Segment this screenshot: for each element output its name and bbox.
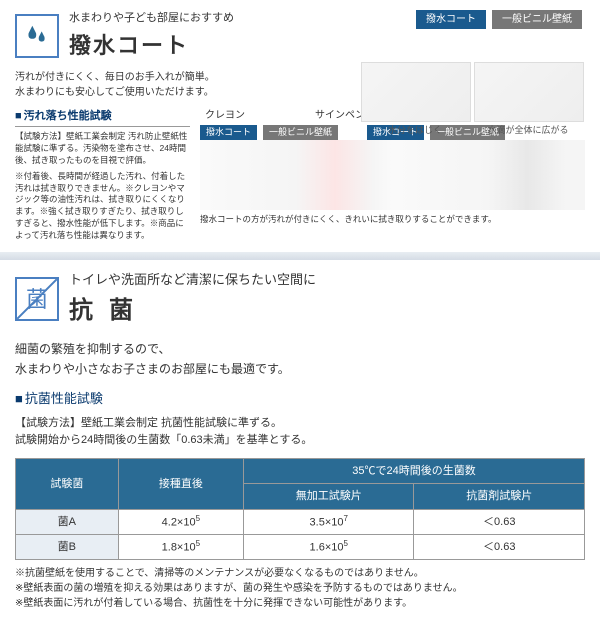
tag-coated-2: 撥水コート [200, 125, 257, 141]
test-image [200, 140, 585, 210]
cell-a-untreated: 3.5×107 [244, 509, 414, 534]
th-after24h: 35℃で24時間後の生菌数 [244, 458, 585, 484]
method-text: 【試験方法】壁紙工業会制定 抗菌性能試験に準ずる。 試験開始から24時間後の生菌… [15, 415, 585, 450]
left-column: 汚れ落ち性能試験 【試験方法】壁紙工業会制定 汚れ防止壁紙性能試験に準ずる。汚染… [15, 108, 190, 243]
th-bacteria: 試験菌 [16, 458, 119, 509]
sample-img-coated [361, 62, 471, 122]
sample-images: 水分をはじく 水滴が全体に広がる [360, 60, 590, 138]
method-line1: 【試験方法】壁紙工業会制定 抗菌性能試験に準ずる。 [15, 415, 585, 433]
cell-bacteria-b: 菌B [16, 535, 119, 560]
footnote: ※抗菌壁紙を使用することで、清掃等のメンテナンスが必要なくなるものではありません… [15, 566, 585, 611]
label-crayon: クレヨン [205, 108, 245, 123]
label-pen: サインペン [315, 108, 365, 123]
body-line1: 細菌の繁殖を抑制するので、 [15, 339, 585, 359]
caption-coated: 水分をはじく [360, 124, 470, 138]
results-table: 試験菌 接種直後 35℃で24時間後の生菌数 無加工試験片 抗菌剤試験片 菌A … [15, 458, 585, 560]
th-untreated: 無加工試験片 [244, 484, 414, 510]
header-title-2: 抗菌 [69, 293, 585, 329]
cell-b-untreated: 1.6×105 [244, 535, 414, 560]
test-heading-2: 抗菌性能試験 [15, 389, 585, 409]
divider [0, 252, 600, 260]
th-treated: 抗菌剤試験片 [414, 484, 585, 510]
header-row-2: 菌 トイレや洗面所など清潔に保ちたい空間に 抗菌 [15, 270, 585, 329]
test-method: 【試験方法】壁紙工業会制定 汚れ防止壁紙性能試験に準ずる。汚染物を塗布させ、24… [15, 131, 190, 167]
th-initial: 接種直後 [118, 458, 243, 509]
table-row: 菌B 1.8×105 1.6×105 ＜0.63 [16, 535, 585, 560]
caption-standard: 水滴が全体に広がる [473, 124, 583, 138]
cell-a-initial: 4.2×105 [118, 509, 243, 534]
top-tags: 撥水コート 一般ビニル壁紙 [416, 10, 585, 29]
tag-standard-2: 一般ビニル壁紙 [263, 125, 338, 141]
section-water-repellent: 撥水コート 一般ビニル壁紙 水まわりや子ども部屋におすすめ 撥水コート 水分をは… [0, 0, 600, 252]
cell-bacteria-a: 菌A [16, 509, 119, 534]
test-note: ※付着後、長時間が経過した汚れ、付着した汚れは拭き取りできません。※クレヨンやマ… [15, 171, 190, 242]
header-text-2: トイレや洗面所など清潔に保ちたい空間に 抗菌 [69, 270, 585, 329]
water-drop-icon [15, 14, 59, 58]
header-subtitle-2: トイレや洗面所など清潔に保ちたい空間に [69, 270, 585, 290]
antibacterial-icon: 菌 [15, 277, 59, 321]
cell-b-treated: ＜0.63 [414, 535, 585, 560]
cell-b-initial: 1.8×105 [118, 535, 243, 560]
header-title: 撥水コート [69, 29, 585, 62]
cell-a-treated: ＜0.63 [414, 509, 585, 534]
section-antibacterial: 菌 トイレや洗面所など清潔に保ちたい空間に 抗菌 細菌の繁殖を抑制するので、 水… [0, 260, 600, 621]
body-line2: 水まわりや小さなお子さまのお部屋にも最適です。 [15, 359, 585, 379]
table-row: 菌A 4.2×105 3.5×107 ＜0.63 [16, 509, 585, 534]
tag-coated: 撥水コート [416, 10, 486, 29]
method-line2: 試験開始から24時間後の生菌数「0.63未満」を基準とする。 [15, 432, 585, 450]
sample-img-standard [474, 62, 584, 122]
body-text: 細菌の繁殖を抑制するので、 水まわりや小さなお子さまのお部屋にも最適です。 [15, 339, 585, 380]
test-heading: 汚れ落ち性能試験 [15, 108, 190, 128]
test-bottom-note: 撥水コートの方が汚れが付きにくく、きれいに拭き取りすることができます。 [200, 214, 585, 226]
tag-standard: 一般ビニル壁紙 [492, 10, 582, 29]
